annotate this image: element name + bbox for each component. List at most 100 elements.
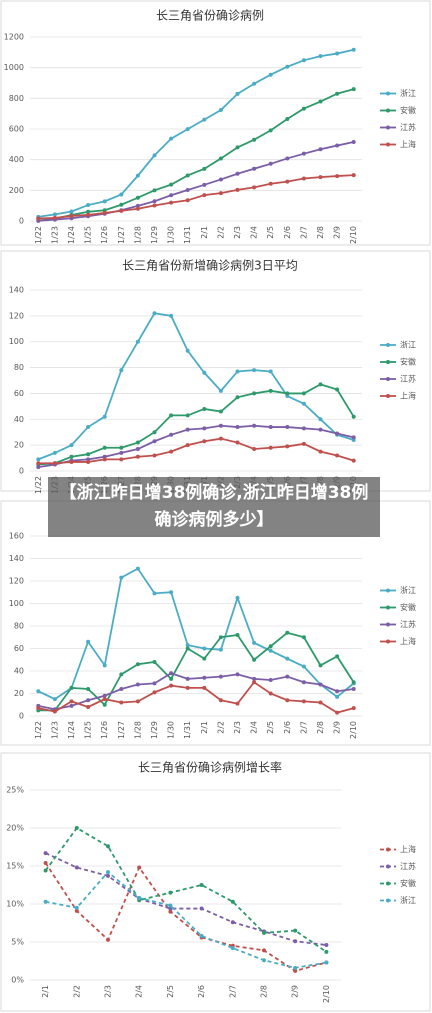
point [335, 453, 340, 458]
point [301, 441, 306, 446]
point [169, 182, 174, 187]
point [218, 674, 223, 679]
point [301, 151, 306, 156]
y-tick-label: 20 [14, 689, 24, 698]
x-tick-label: 2/9 [333, 721, 342, 734]
point [268, 678, 273, 682]
point [218, 409, 223, 414]
series-line [38, 631, 355, 712]
point [36, 689, 41, 694]
point [74, 908, 79, 913]
point [185, 348, 190, 353]
point [106, 844, 110, 849]
point [74, 865, 79, 870]
x-tick-label: 1/27 [117, 226, 126, 244]
point [202, 685, 207, 690]
x-tick-label: 1/23 [50, 226, 59, 244]
point [285, 391, 290, 396]
point [52, 709, 57, 714]
point [301, 58, 306, 63]
x-tick-label: 2/10 [349, 721, 358, 739]
point [324, 949, 329, 954]
x-tick-label: 1/22 [34, 226, 43, 244]
x-tick-label: 2/4 [250, 226, 259, 239]
point [152, 188, 157, 193]
point [262, 930, 266, 935]
y-tick-label: 600 [9, 125, 24, 134]
point [351, 687, 356, 691]
x-tick-label: 1/30 [167, 721, 176, 739]
point [52, 215, 57, 220]
x-tick-label: 2/1 [41, 985, 50, 998]
point [218, 156, 223, 161]
point [102, 702, 107, 707]
point [235, 701, 240, 706]
point [86, 452, 91, 457]
point [202, 439, 207, 444]
y-tick-label: 0 [19, 217, 24, 226]
point [268, 648, 273, 653]
point [86, 203, 91, 208]
x-tick-label: 1/30 [167, 226, 176, 244]
point [202, 406, 207, 411]
point [36, 457, 41, 462]
point [301, 106, 306, 111]
point [335, 710, 340, 715]
point [318, 449, 323, 454]
point [301, 401, 306, 406]
point [351, 458, 356, 463]
x-tick-label: 1/24 [67, 721, 76, 739]
point [230, 946, 235, 951]
point [69, 685, 74, 690]
legend-label: 浙江 [400, 88, 416, 98]
point [169, 449, 174, 454]
y-tick-label: 5% [11, 938, 24, 947]
y-tick-label: 25% [6, 786, 24, 795]
point [119, 208, 124, 213]
point [235, 187, 240, 192]
point [86, 705, 91, 709]
legend-marker [386, 639, 390, 644]
legend-label: 上海 [400, 391, 416, 401]
point [235, 672, 240, 677]
x-tick-label: 2/5 [266, 226, 275, 239]
series-line [38, 383, 355, 466]
point [169, 136, 174, 141]
point [102, 445, 107, 450]
point [230, 899, 235, 904]
y-tick-label: 20 [14, 441, 24, 450]
legend-marker [386, 847, 390, 852]
series-line [44, 862, 327, 972]
series-line [37, 312, 354, 461]
point [335, 689, 340, 694]
legend-marker [386, 142, 390, 147]
point [106, 937, 110, 942]
point [230, 920, 235, 925]
point [285, 444, 290, 449]
x-tick-label: 2/6 [283, 721, 292, 734]
point [324, 943, 329, 948]
point [335, 694, 340, 699]
point [335, 387, 340, 392]
legend-marker [386, 343, 390, 347]
y-tick-label: 1000 [4, 63, 24, 72]
point [293, 968, 298, 973]
point [318, 54, 323, 59]
point [169, 313, 174, 318]
point [335, 174, 340, 179]
chart-title: 长三角省份新增确诊病例3日平均 [122, 258, 298, 273]
point [293, 939, 298, 944]
series-line [38, 672, 354, 711]
point [202, 646, 207, 651]
point [202, 656, 207, 661]
legend-label: 浙江 [400, 340, 416, 350]
x-tick-label: 2/2 [216, 226, 225, 239]
y-tick-label: 120 [9, 577, 24, 586]
point [74, 826, 79, 830]
point [152, 439, 157, 444]
point [318, 147, 323, 152]
point [318, 382, 323, 387]
x-tick-label: 1/26 [100, 226, 109, 244]
point [235, 369, 240, 374]
point [318, 663, 323, 668]
